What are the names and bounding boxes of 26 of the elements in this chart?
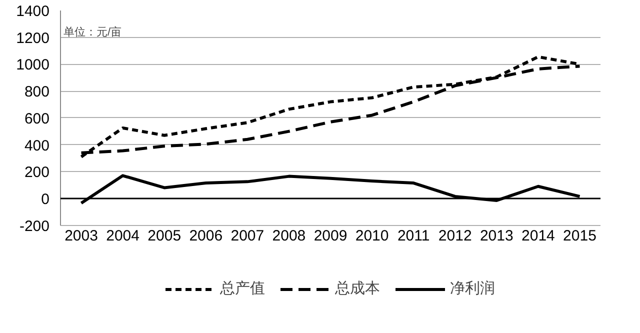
x-tick-label: 2007 [230, 227, 264, 244]
y-tick-label: 1200 [16, 30, 50, 47]
y-tick-label: 400 [24, 137, 50, 154]
x-tick-label: 2014 [522, 227, 555, 244]
y-tick-label: 0 [41, 190, 50, 208]
x-tick-label: 2006 [189, 227, 223, 244]
legend-label: 净利润 [450, 279, 495, 298]
x-tick-label: 2015 [563, 227, 596, 244]
x-tick-label: 2008 [272, 227, 306, 244]
legend-label: 总成本 [335, 279, 380, 298]
y-tick-label: 600 [24, 110, 50, 128]
y-tick-label: 1400 [16, 3, 50, 20]
x-tick-label: 2011 [397, 227, 430, 244]
legend-label: 总产值 [220, 279, 265, 298]
x-tick-label: 2004 [106, 227, 140, 244]
y-tick-label: -200 [19, 218, 50, 235]
x-tick-label: 2005 [148, 227, 182, 244]
y-tick-label: 200 [24, 164, 50, 182]
x-tick-label: 2013 [480, 227, 514, 244]
x-tick-label: 2010 [355, 227, 389, 244]
x-tick-label: 2012 [438, 227, 472, 244]
y-tick-label: 800 [24, 84, 50, 101]
x-tick-label: 2003 [64, 227, 98, 244]
x-tick-label: 2009 [314, 227, 348, 244]
annotation: 单位：元/亩 [64, 26, 122, 38]
y-tick-label: 1000 [16, 56, 50, 74]
